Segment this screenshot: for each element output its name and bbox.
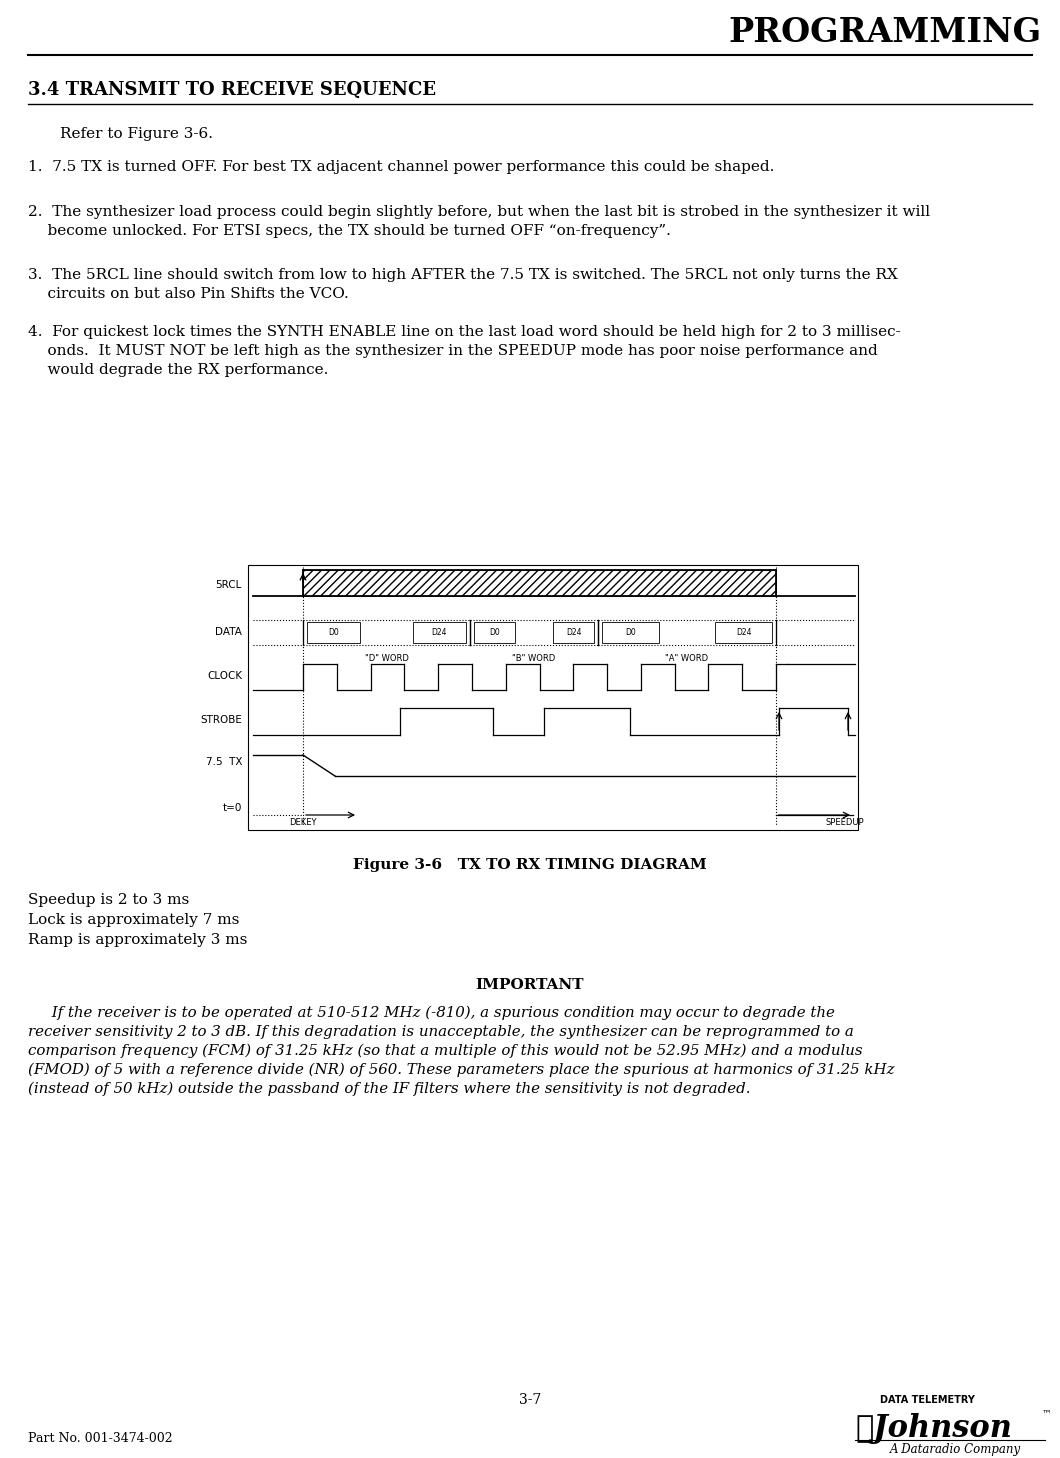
Text: "D" WORD: "D" WORD — [365, 655, 408, 663]
Text: Lock is approximately 7 ms: Lock is approximately 7 ms — [28, 913, 240, 927]
Text: STROBE: STROBE — [200, 714, 242, 725]
Text: IMPORTANT: IMPORTANT — [476, 978, 584, 991]
Text: ™: ™ — [1042, 1408, 1052, 1419]
Text: 3-7: 3-7 — [518, 1392, 542, 1407]
Text: would degrade the RX performance.: would degrade the RX performance. — [28, 363, 329, 378]
Text: "B" WORD: "B" WORD — [512, 655, 555, 663]
Text: DEKEY: DEKEY — [289, 818, 317, 827]
Bar — [303, 570, 776, 596]
Text: circuits on but also Pin Shifts the VCO.: circuits on but also Pin Shifts the VCO. — [28, 287, 349, 300]
Text: "A" WORD: "A" WORD — [666, 655, 708, 663]
Text: D24: D24 — [736, 628, 752, 637]
Text: D24: D24 — [566, 628, 581, 637]
Text: A Dataradio Company: A Dataradio Company — [890, 1443, 1021, 1457]
Text: (instead of 50 kHz) outside the passband of the IF filters where the sensitivity: (instead of 50 kHz) outside the passband… — [28, 1082, 750, 1096]
Text: comparison frequency (FCM) of 31.25 kHz (so that a multiple of this would not be: comparison frequency (FCM) of 31.25 kHz … — [28, 1044, 863, 1059]
Text: DATA: DATA — [215, 627, 242, 637]
Text: D0: D0 — [489, 628, 500, 637]
Bar — [602, 623, 659, 643]
Bar — [474, 623, 515, 643]
Bar — [412, 623, 466, 643]
Text: 3.  The 5RCL line should switch from low to high AFTER the 7.5 TX is switched. T: 3. The 5RCL line should switch from low … — [28, 268, 898, 281]
Text: SPEEDUP: SPEEDUP — [826, 818, 864, 827]
Text: 7.5  TX: 7.5 TX — [206, 757, 242, 767]
Text: become unlocked. For ETSI specs, the TX should be turned OFF “on-frequency”.: become unlocked. For ETSI specs, the TX … — [28, 225, 671, 238]
Text: DATA TELEMETRY: DATA TELEMETRY — [880, 1395, 975, 1406]
Text: D0: D0 — [625, 628, 636, 637]
Text: D24: D24 — [431, 628, 447, 637]
Text: onds.  It MUST NOT be left high as the synthesizer in the SPEEDUP mode has poor : onds. It MUST NOT be left high as the sy… — [28, 344, 878, 359]
Text: 2.  The synthesizer load process could begin slightly before, but when the last : 2. The synthesizer load process could be… — [28, 206, 930, 219]
Bar — [553, 623, 594, 643]
Text: Part No. 001-3474-002: Part No. 001-3474-002 — [28, 1432, 173, 1445]
Text: CLOCK: CLOCK — [207, 671, 242, 681]
Text: D0: D0 — [329, 628, 339, 637]
Text: Refer to Figure 3-6.: Refer to Figure 3-6. — [60, 127, 213, 141]
Text: t=0: t=0 — [223, 803, 242, 814]
Text: 1.  7.5 TX is turned OFF. For best TX adjacent channel power performance this co: 1. 7.5 TX is turned OFF. For best TX adj… — [28, 160, 775, 174]
Bar — [716, 623, 772, 643]
Text: (FMOD) of 5 with a reference divide (NR) of 560. These parameters place the spur: (FMOD) of 5 with a reference divide (NR)… — [28, 1063, 895, 1077]
Text: receiver sensitivity 2 to 3 dB. If this degradation is unacceptable, the synthes: receiver sensitivity 2 to 3 dB. If this … — [28, 1025, 854, 1040]
Text: Figure 3-6   TX TO RX TIMING DIAGRAM: Figure 3-6 TX TO RX TIMING DIAGRAM — [353, 857, 707, 872]
Text: 5RCL: 5RCL — [215, 580, 242, 590]
Text: PROGRAMMING: PROGRAMMING — [729, 16, 1042, 48]
Text: 4.  For quickest lock times the SYNTH ENABLE line on the last load word should b: 4. For quickest lock times the SYNTH ENA… — [28, 325, 901, 340]
Text: If the receiver is to be operated at 510-512 MHz (-810), a spurious condition ma: If the receiver is to be operated at 510… — [28, 1006, 835, 1021]
Text: Ramp is approximately 3 ms: Ramp is approximately 3 ms — [28, 933, 247, 948]
Bar — [248, 566, 858, 830]
Text: ⯊Johnson: ⯊Johnson — [855, 1413, 1012, 1443]
Text: Speedup is 2 to 3 ms: Speedup is 2 to 3 ms — [28, 892, 190, 907]
Bar — [307, 623, 360, 643]
Text: 3.4 TRANSMIT TO RECEIVE SEQUENCE: 3.4 TRANSMIT TO RECEIVE SEQUENCE — [28, 82, 436, 99]
